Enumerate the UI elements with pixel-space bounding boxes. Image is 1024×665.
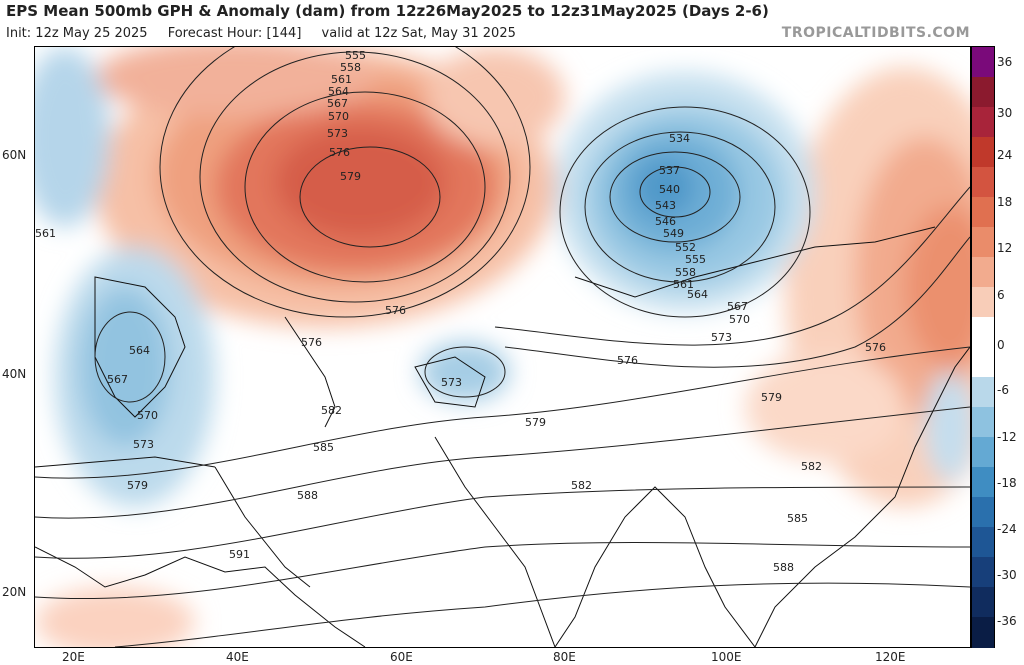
contour-label: 582 — [801, 460, 822, 473]
colorbar-tick-label: 6 — [997, 288, 1005, 302]
colorbar-segment — [972, 587, 994, 618]
contour-label: 567 — [107, 373, 128, 386]
colorbar-tick-label: -30 — [997, 568, 1017, 582]
colorbar-tick-label: -18 — [997, 476, 1017, 490]
contour-label: 561 — [331, 73, 352, 86]
contour-label: 564 — [129, 344, 150, 357]
contour-label: 570 — [328, 110, 349, 123]
lon-label-60e: 60E — [390, 650, 413, 664]
colorbar-tick-label: 24 — [997, 148, 1013, 162]
contour-label: 585 — [313, 441, 334, 454]
contour-labels: 555 558 561 564 567 570 573 576 579 561 … — [35, 49, 886, 574]
colorbar-segment — [972, 497, 994, 528]
contour-label: 561 — [35, 227, 56, 240]
contour-label: 573 — [327, 127, 348, 140]
map-panel: 555 558 561 564 567 570 573 576 579 561 … — [34, 46, 971, 648]
contour-label: 573 — [441, 376, 462, 389]
colorbar-segment — [972, 437, 994, 468]
contour-label: 579 — [761, 391, 782, 404]
colorbar-segment — [972, 407, 994, 438]
contour-label: 552 — [675, 241, 696, 254]
contour-label: 576 — [617, 354, 638, 367]
colorbar-segment — [972, 257, 994, 288]
contour-label: 540 — [659, 183, 680, 196]
colorbar-segment — [972, 227, 994, 258]
contour-label: 579 — [340, 170, 361, 183]
contour-label: 579 — [525, 416, 546, 429]
lon-label-20e: 20E — [62, 650, 85, 664]
colorbar-segment — [972, 527, 994, 558]
colorbar-tick-label: -6 — [997, 383, 1009, 397]
contour-label: 576 — [865, 341, 886, 354]
contour-label: 555 — [345, 49, 366, 62]
lon-label-100e: 100E — [711, 650, 742, 664]
contour-label: 588 — [773, 561, 794, 574]
contour-label: 570 — [729, 313, 750, 326]
contour-label: 573 — [711, 331, 732, 344]
lat-label-60n: 60N — [2, 148, 27, 162]
colorbar-tick-label: 12 — [997, 241, 1013, 255]
colorbar-segment — [972, 197, 994, 228]
height-contours — [35, 47, 970, 647]
contour-label: 582 — [571, 479, 592, 492]
init-time: Init: 12z May 25 2025 — [6, 26, 148, 41]
map-title: EPS Mean 500mb GPH & Anomaly (dam) from … — [6, 2, 769, 20]
anomaly-colorbar — [971, 46, 995, 648]
colorbar-tick-label: 18 — [997, 195, 1013, 209]
contour-label: 546 — [655, 215, 676, 228]
map-svg: 555 558 561 564 567 570 573 576 579 561 … — [35, 47, 970, 647]
contour-label: 555 — [685, 253, 706, 266]
contour-label: 588 — [297, 489, 318, 502]
contour-label: 573 — [133, 438, 154, 451]
colorbar-tick-label: 0 — [997, 338, 1005, 352]
colorbar-segment — [972, 377, 994, 408]
anomaly-shading — [35, 47, 970, 647]
colorbar-segment — [972, 47, 994, 78]
colorbar-tick-label: -36 — [997, 614, 1017, 628]
colorbar-tick-label: -24 — [997, 522, 1017, 536]
contour-label: 537 — [659, 164, 680, 177]
contour-label: 558 — [675, 266, 696, 279]
colorbar-segment — [972, 317, 994, 348]
lon-label-80e: 80E — [553, 650, 576, 664]
colorbar-segment — [972, 557, 994, 588]
colorbar-tick-label: 36 — [997, 55, 1013, 69]
lon-label-40e: 40E — [226, 650, 249, 664]
contour-label: 567 — [727, 300, 748, 313]
colorbar-segment — [972, 467, 994, 498]
contour-label: 570 — [137, 409, 158, 422]
colorbar-tick-label: 30 — [997, 106, 1013, 120]
colorbar-segment — [972, 287, 994, 318]
contour-label: 579 — [127, 479, 148, 492]
colorbar-segment — [972, 77, 994, 108]
lat-label-20n: 20N — [2, 585, 27, 599]
map-subtitle: Init: 12z May 25 2025 Forecast Hour: [14… — [6, 26, 532, 41]
contour-label: 582 — [321, 404, 342, 417]
colorbar-segment — [972, 347, 994, 378]
contour-label: 576 — [329, 146, 350, 159]
colorbar-segment — [972, 107, 994, 138]
colorbar-segment — [972, 167, 994, 198]
coastlines — [35, 226, 970, 647]
contour-label: 564 — [328, 85, 349, 98]
lon-label-120e: 120E — [875, 650, 906, 664]
valid-time: valid at 12z Sat, May 31 2025 — [321, 26, 516, 41]
contour-label: 576 — [301, 336, 322, 349]
colorbar-segment — [972, 137, 994, 168]
colorbar-segment — [972, 617, 994, 648]
contour-label: 567 — [327, 97, 348, 110]
contour-label: 561 — [673, 278, 694, 291]
contour-label: 534 — [669, 132, 690, 145]
contour-label: 543 — [655, 199, 676, 212]
colorbar-tick-label: -12 — [997, 430, 1017, 444]
contour-label: 564 — [687, 288, 708, 301]
forecast-hour: Forecast Hour: [144] — [167, 26, 302, 41]
contour-label: 549 — [663, 227, 684, 240]
lat-label-40n: 40N — [2, 367, 27, 381]
contour-label: 585 — [787, 512, 808, 525]
watermark: TROPICALTIDBITS.COM — [781, 25, 970, 41]
contour-label: 558 — [340, 61, 361, 74]
contour-label: 576 — [385, 304, 406, 317]
contour-label: 591 — [229, 548, 250, 561]
